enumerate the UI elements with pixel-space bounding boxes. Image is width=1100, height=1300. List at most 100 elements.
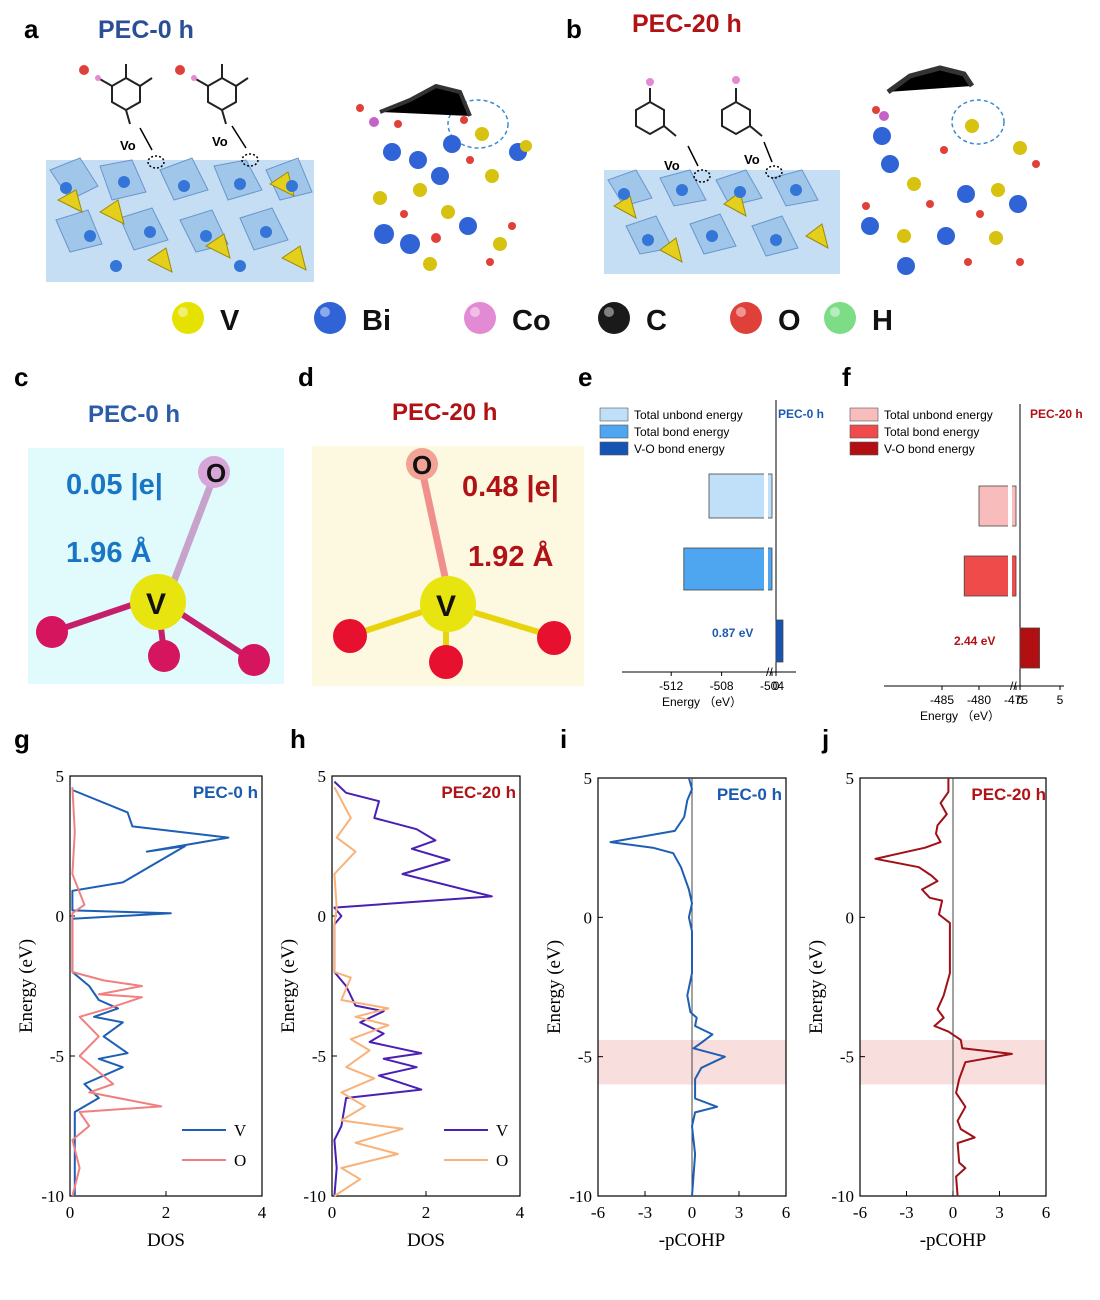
- title-c: PEC-0 h: [88, 401, 180, 428]
- molecule-b2: [721, 76, 763, 137]
- y-tick-label-g-1: 0: [56, 907, 65, 926]
- series-line-g-0: [71, 789, 230, 1196]
- chart-f: Total unbond energy Total bond energy V-O …: [849, 404, 1083, 723]
- legend-swatch-v: [172, 302, 204, 334]
- y-tick-label-g-0: 5: [56, 767, 65, 786]
- series-line-j-0: [874, 778, 1013, 1197]
- vacancy-arrows-b: [687, 141, 783, 183]
- y-axis-label-g: Energy (eV): [16, 939, 37, 1033]
- y-tick-label-j-1: 0: [846, 908, 855, 927]
- y-tick-label-j-0: 5: [846, 769, 855, 788]
- y-tick-label-j-3: -10: [831, 1187, 854, 1206]
- series-line-h-1: [333, 786, 404, 1197]
- title-b: PEC-20 h: [632, 10, 742, 38]
- panel-label-d: d: [298, 362, 314, 392]
- legend-label-co: Co: [512, 305, 551, 337]
- x-tick-label-g-1: 2: [162, 1203, 171, 1222]
- x-tick-label-j-3: 3: [995, 1203, 1004, 1222]
- x-tick-label-i-0: -6: [591, 1203, 605, 1222]
- legend-swatch-f-0: [849, 407, 879, 422]
- legend-shine-c: [604, 307, 614, 317]
- bar-break-e-0: [764, 473, 768, 519]
- o-atom-c-2: [148, 640, 180, 672]
- bond-panel-c: PEC-0 h O V 0.05 |e| 1.96 Å: [28, 401, 284, 684]
- x-tick-label-e-3: 0: [773, 679, 780, 693]
- annotation-e: 0.87 eV: [712, 626, 753, 640]
- x-tick-label-e-2: -504: [760, 679, 784, 693]
- panel-label-c: c: [14, 362, 28, 392]
- element-legend: V Bi Co C O H: [172, 302, 893, 337]
- panel-label-g: g: [14, 724, 30, 754]
- legend-shine-o: [736, 307, 746, 317]
- legend-label-h: H: [872, 305, 893, 337]
- legend-swatch-co: [464, 302, 496, 334]
- series-line-i-0: [609, 777, 726, 1197]
- x-tick-label-f-1: -480: [967, 693, 991, 707]
- legend-swatch-o: [730, 302, 762, 334]
- x-tick-label-j-0: -6: [853, 1203, 867, 1222]
- panel-label-h: h: [290, 724, 306, 754]
- x-tick-label-e-0: -512: [659, 679, 683, 693]
- legend-label-g-0: V: [234, 1121, 247, 1140]
- o-atom-c-1: [36, 616, 68, 648]
- series-line-h-0: [333, 780, 493, 1197]
- legend-label-e-0: Total unbond energy: [634, 408, 743, 422]
- y-tick-label-h-0: 5: [318, 767, 327, 786]
- legend-swatch-bi: [314, 302, 346, 334]
- series-line-g-1: [71, 787, 163, 1197]
- chart-title-g: PEC-0 h: [193, 783, 258, 802]
- x-tick-label-f-3: 0: [1017, 693, 1024, 707]
- vacancy-label-b1: Vo: [664, 158, 680, 173]
- crystal-slab-b: [604, 169, 840, 274]
- legend-label-bi: Bi: [362, 305, 391, 337]
- panel-label-a: a: [24, 14, 39, 44]
- y-tick-label-i-0: 5: [584, 769, 593, 788]
- legend-shine-v: [178, 307, 188, 317]
- chart-title-e: PEC-0 h: [778, 407, 824, 421]
- annotation-f: 2.44 eV: [954, 634, 995, 648]
- charge-d: 0.48 |e|: [462, 471, 559, 503]
- legend-label-c: C: [646, 305, 667, 337]
- v-atom-d: [420, 576, 476, 632]
- vacancy-label-a1: Vo: [120, 138, 136, 153]
- bar-f-2: [1019, 627, 1040, 669]
- legend-label-f-2: V-O bond energy: [884, 442, 975, 456]
- x-tick-label-f-4: 5: [1057, 693, 1064, 707]
- atom-label-o-c: O: [206, 458, 226, 488]
- title-a: PEC-0 h: [98, 16, 194, 44]
- bond-length-c: 1.96 Å: [66, 536, 151, 569]
- bond-panel-d: PEC-20 h O V 0.48 |e| 1.92 Å: [312, 399, 584, 686]
- x-axis-label-h: DOS: [407, 1230, 445, 1251]
- x-tick-label-h-2: 4: [516, 1203, 525, 1222]
- panel-label-e: e: [578, 362, 592, 392]
- y-axis-label-h: Energy (eV): [278, 939, 299, 1033]
- bond-length-d: 1.92 Å: [468, 540, 553, 573]
- y-axis-label-j: Energy (eV): [806, 940, 827, 1034]
- charts: Total unbond energy Total bond energy V-O …: [16, 400, 1083, 1251]
- x-tick-label-e-1: -508: [710, 679, 734, 693]
- legend-label-h-0: V: [496, 1121, 509, 1140]
- chart-title-j: PEC-20 h: [971, 785, 1046, 804]
- legend-swatch-e-0: [599, 407, 629, 422]
- vacancy-arrows-a: [139, 125, 259, 169]
- x-tick-label-h-0: 0: [328, 1203, 337, 1222]
- y-axis-label-i: Energy (eV): [544, 940, 565, 1034]
- atom-label-v-c: V: [146, 588, 166, 621]
- structure-illustration-b: Vo Vo: [604, 65, 1040, 275]
- v-atom-c: [130, 574, 186, 630]
- y-tick-label-i-2: -5: [578, 1048, 592, 1067]
- legend-swatch-h: [824, 302, 856, 334]
- legend-label-f-1: Total bond energy: [884, 425, 979, 439]
- vacancy-label-a2: Vo: [212, 134, 228, 149]
- o-atom-c-3: [238, 644, 270, 676]
- legend-swatch-f-2: [849, 441, 879, 456]
- charge-c: 0.05 |e|: [66, 469, 163, 501]
- chart-title-f: PEC-20 h: [1030, 407, 1083, 421]
- chart-e: Total unbond energy Total bond energy V-O …: [599, 400, 824, 709]
- panel-label-b: b: [566, 14, 582, 44]
- legend-label-f-0: Total unbond energy: [884, 408, 993, 422]
- x-axis-label-j: -pCOHP: [920, 1230, 987, 1251]
